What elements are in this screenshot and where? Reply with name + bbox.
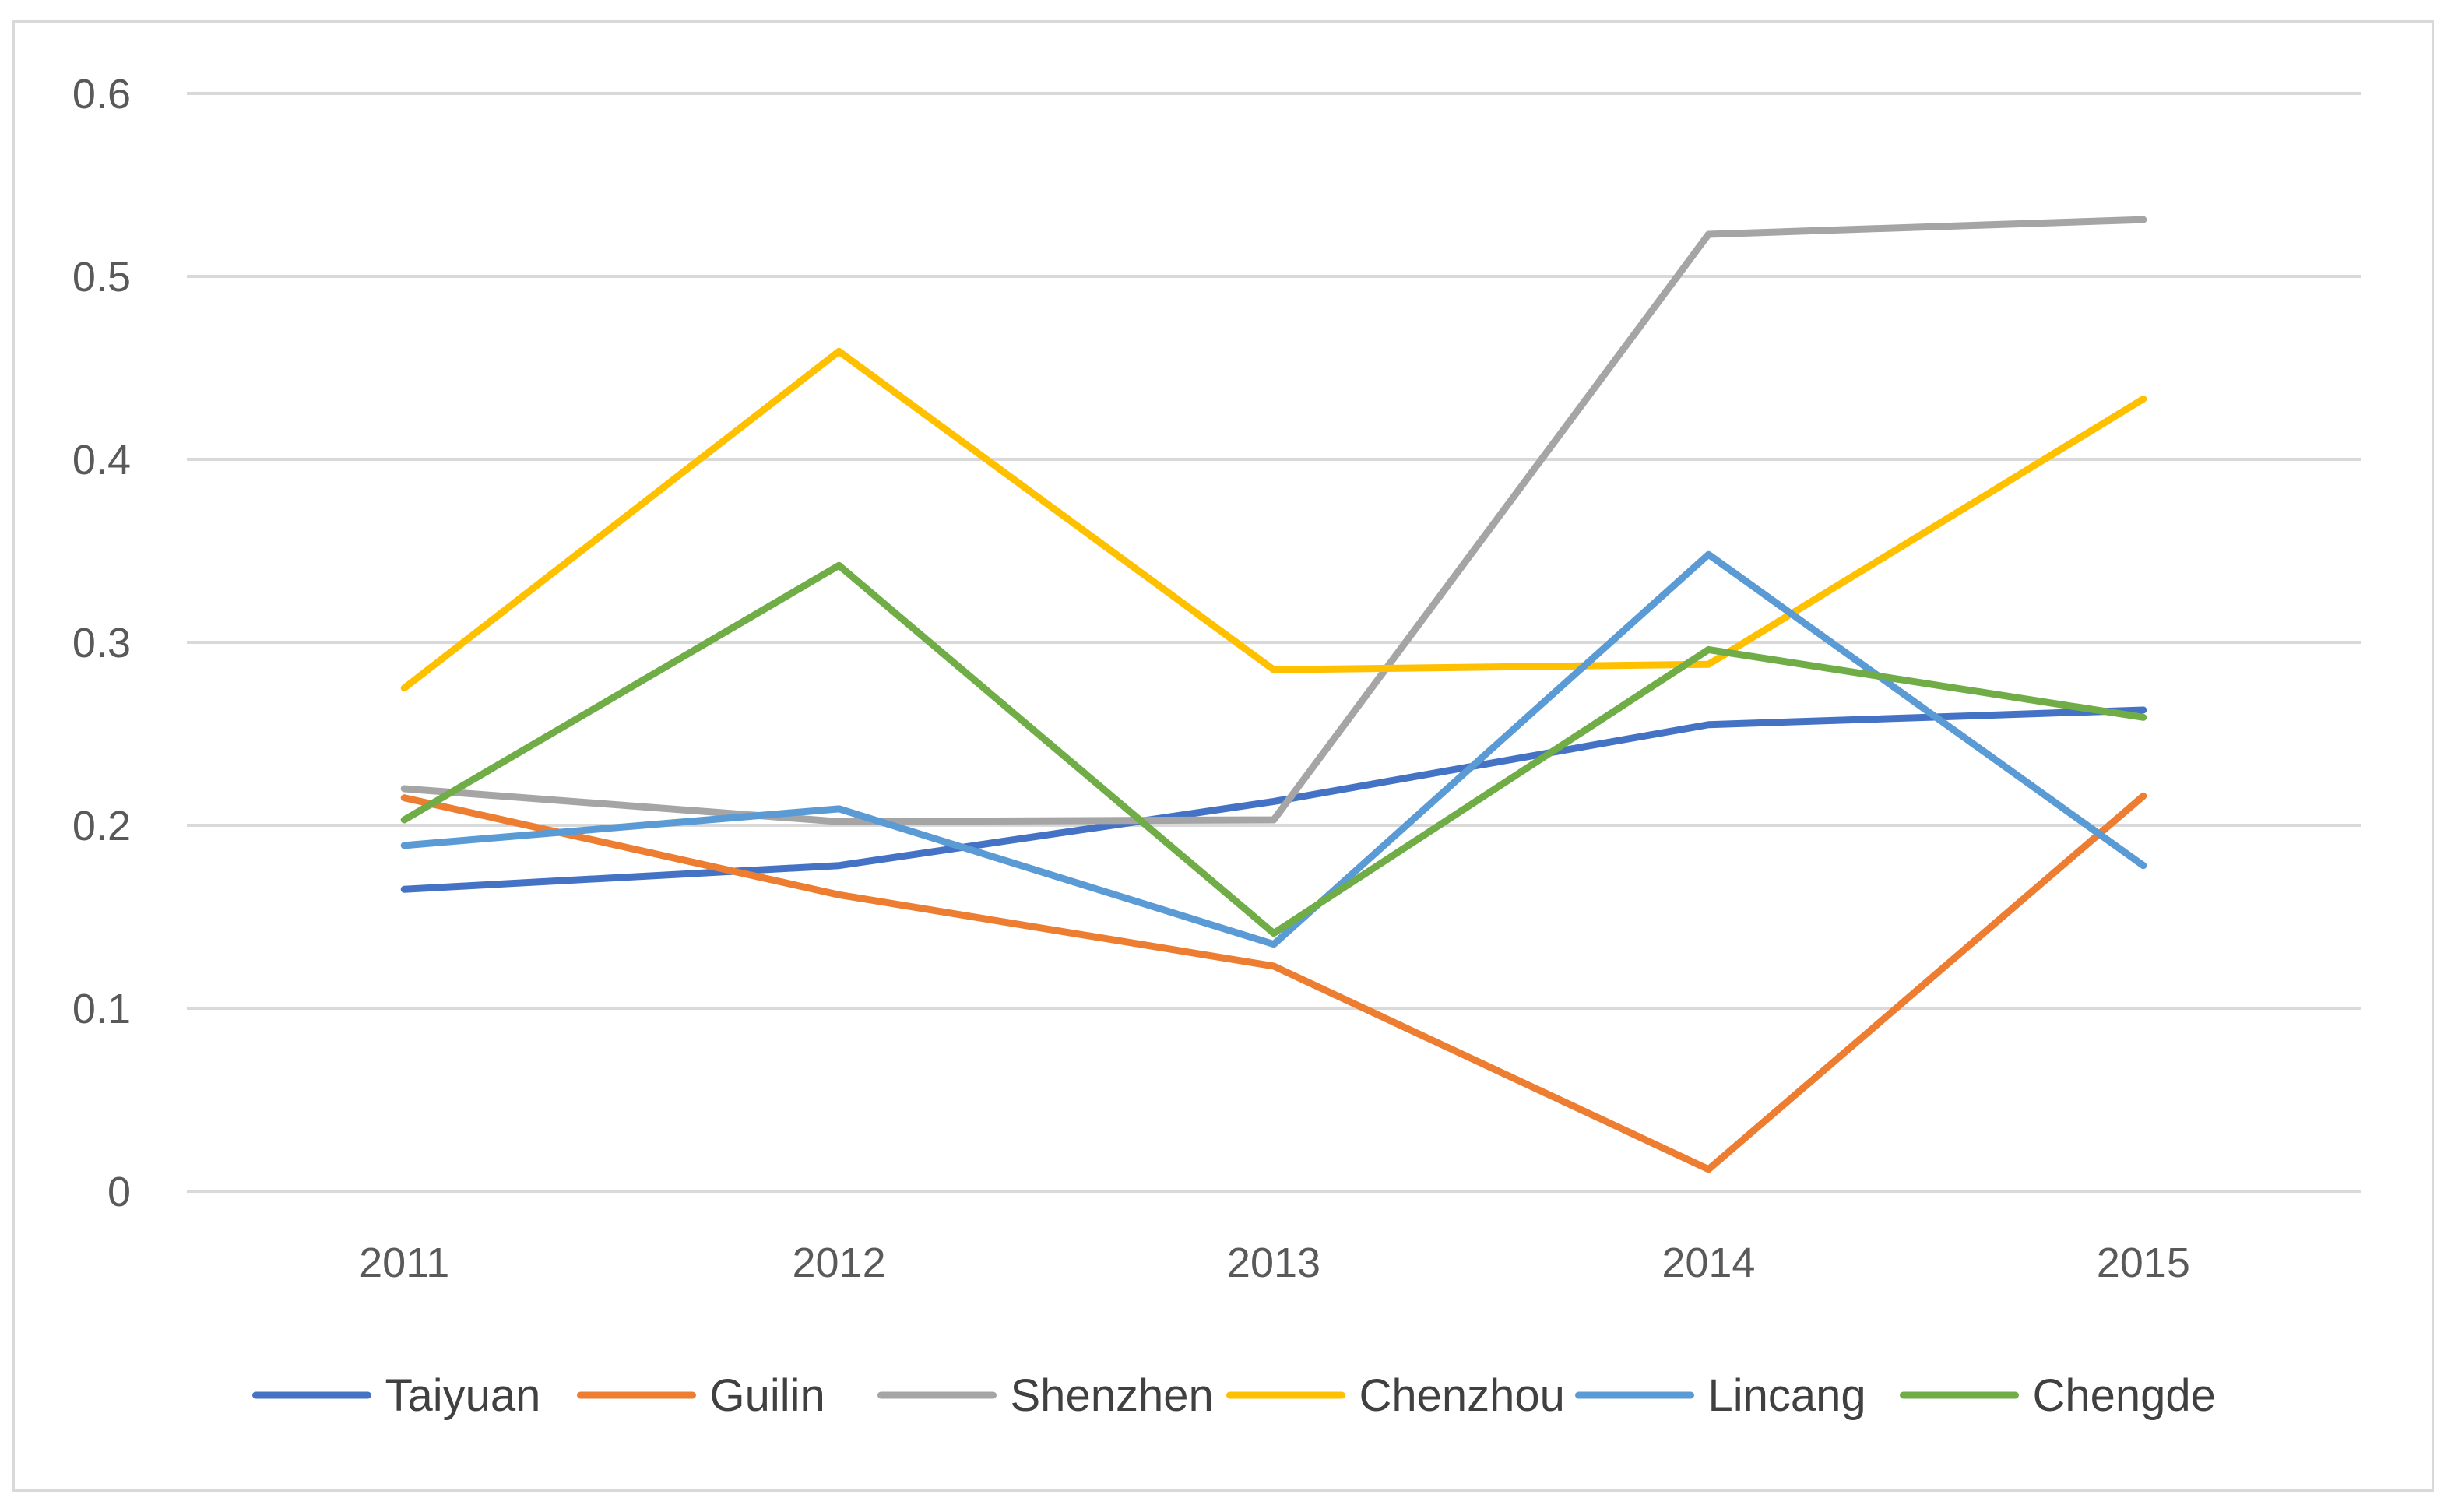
legend-label: Chengde xyxy=(2033,1370,2216,1421)
legend-label: Guilin xyxy=(710,1370,825,1421)
y-tick-label: 0.1 xyxy=(72,986,131,1032)
legend-label: Lincang xyxy=(1708,1370,1866,1421)
legend-item-taiyuan: Taiyuan xyxy=(252,1370,541,1421)
legend-item-shenzhen: Shenzhen xyxy=(877,1370,1214,1421)
y-tick-label: 0 xyxy=(107,1169,131,1215)
series-lines xyxy=(400,216,2147,1173)
x-axis-ticks: 2011 2012 2013 2014 2015 xyxy=(359,1239,2190,1286)
legend-label: Shenzhen xyxy=(1011,1370,1214,1421)
gridlines xyxy=(187,92,2361,1193)
x-tick-label: 2012 xyxy=(793,1239,886,1286)
x-tick-label: 2015 xyxy=(2097,1239,2190,1286)
series-line-guilin xyxy=(400,792,2147,1173)
legend: Taiyuan Guilin Shenzhen Chenzhou Lincang Chen… xyxy=(252,1370,2216,1421)
series-line-lincang xyxy=(400,550,2147,948)
y-tick-label: 0.5 xyxy=(72,254,131,301)
x-tick-label: 2011 xyxy=(359,1239,449,1286)
series-line-chengde xyxy=(400,561,2147,937)
chart-frame xyxy=(12,20,2434,1492)
legend-item-chenzhou: Chenzhou xyxy=(1226,1370,1565,1421)
y-tick-label: 0.3 xyxy=(72,620,131,666)
x-tick-label: 2013 xyxy=(1227,1239,1320,1286)
x-tick-label: 2014 xyxy=(1662,1239,1755,1286)
y-axis-ticks: 0 0.1 0.2 0.3 0.4 0.5 0.6 xyxy=(72,71,131,1215)
series-line-chenzhou xyxy=(400,347,2147,692)
y-tick-label: 0.6 xyxy=(72,71,131,118)
series-line-taiyuan xyxy=(400,706,2147,893)
legend-label: Chenzhou xyxy=(1359,1370,1565,1421)
legend-item-guilin: Guilin xyxy=(577,1370,825,1421)
series-line-shenzhen xyxy=(400,216,2147,825)
y-tick-label: 0.4 xyxy=(72,437,131,483)
legend-item-chengde: Chengde xyxy=(1900,1370,2216,1421)
legend-label: Taiyuan xyxy=(385,1370,541,1421)
legend-item-lincang: Lincang xyxy=(1575,1370,1866,1421)
y-tick-label: 0.2 xyxy=(72,803,131,849)
